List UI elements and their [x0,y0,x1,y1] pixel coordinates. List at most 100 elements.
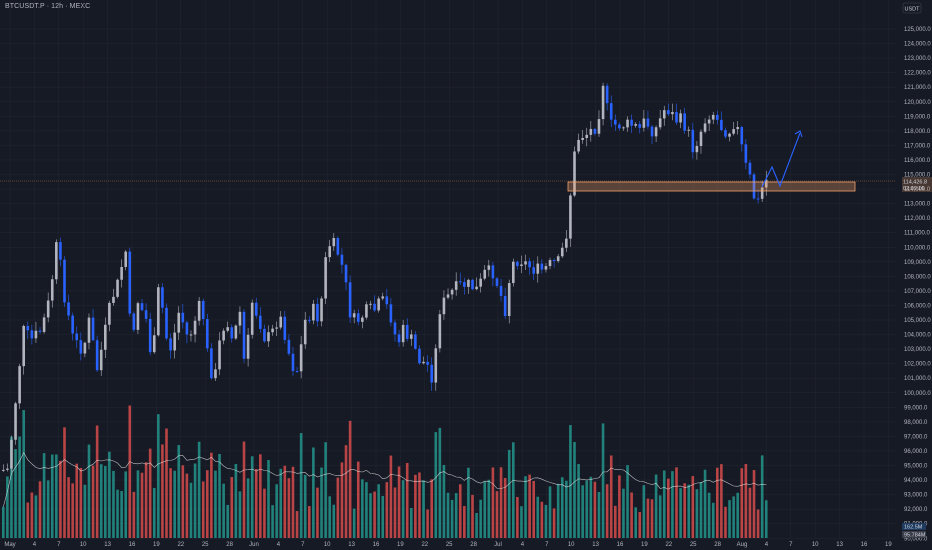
candle-body [279,316,283,328]
candle-body [124,251,127,267]
volume-bar [377,484,380,538]
ma-badge: 95.784M [902,531,926,539]
volume-bar [340,462,344,538]
x-tick-label: Jul [494,542,502,548]
volume-bar [30,492,34,538]
candle-body [46,300,50,318]
candle-body [487,265,491,270]
volume-bar [716,467,719,538]
candle-body [528,261,531,268]
volume-bar [381,495,385,538]
y-tick-label: 112,000.0 [904,216,931,222]
candle-body [55,242,58,280]
candle-body [442,297,446,315]
candle-body [524,261,527,265]
volume-bar [512,442,515,538]
volume-bar [385,482,389,538]
volume-bar [434,432,438,538]
candle-body [112,296,115,303]
y-tick-label: 124,000.0 [904,42,931,48]
candle-body [499,285,503,296]
volume-bar [450,499,454,538]
candle-body [324,257,327,299]
volume-bar [218,453,221,538]
volume-bar [116,489,119,538]
candle-body [744,144,748,163]
candle-body [316,303,319,322]
volume-bar [401,480,405,538]
volume-bar [499,467,503,538]
candle-body [6,468,9,470]
volume-bar [703,469,707,538]
volume-bar [556,483,560,538]
volume-bar [662,470,666,538]
volume-bar [267,460,270,538]
candle-body [614,119,617,125]
volume-bar [312,447,315,538]
y-tick-label: 103,000.0 [904,347,931,353]
volume-bar [152,487,156,538]
ma-label: 95.784M [904,533,926,539]
x-tick-label: 25 [690,542,697,548]
volume-bar [6,476,9,538]
candle-body [463,282,466,287]
volume-bar [626,465,629,538]
volume-bar [593,481,597,538]
currency-badge[interactable]: USDT [902,2,922,14]
candle-body [87,317,91,343]
x-tick-label: 19 [885,542,892,548]
x-tick-label: 25 [202,542,209,548]
candle-body [454,281,458,290]
y-tick-label: 121,000.0 [904,85,931,91]
volume-bar [475,512,478,538]
candle-body [516,261,519,266]
time-axis[interactable]: May 4 7 10 13 16 19 22 25 28 Jun 4 7 10 13 16 19 22 25 28 Ju… [4,542,892,548]
x-tick-label: Jun [249,542,259,548]
volume-bar [548,486,552,538]
volume-bar [618,475,621,538]
volume-bar [601,423,605,538]
volume-bar [491,467,495,538]
volume-bar [197,441,201,538]
candle-body [2,469,5,471]
price-axis[interactable]: 125,000.0 124,000.0 123,000.0 122,000.0 121,… [896,0,932,550]
volume-bar [295,511,299,538]
volume-bar [50,454,54,538]
candle-body [161,287,164,308]
candle-body [573,151,576,196]
volume-bar [336,477,340,538]
candle-body [95,340,99,371]
candle-body [226,327,229,331]
volume-bar [614,505,617,538]
candle-body [671,112,674,115]
volume-moving-average [3,451,767,507]
x-tick-label: 4 [33,542,37,548]
candle-body [91,317,95,341]
volume-bar [642,485,646,538]
support-zone[interactable] [567,181,856,192]
volume-bar [214,470,217,538]
volume-bar [756,509,760,538]
candle-body [536,263,540,274]
candle-body [756,198,760,200]
candle-body [22,325,25,367]
candle-body [365,304,368,318]
volume-bar [483,481,487,538]
y-tick-label: 111,000.0 [904,231,930,237]
candle-body [356,313,360,322]
volume-bar [169,468,172,538]
x-tick-label: 7 [57,542,61,548]
candle-body [144,310,148,319]
currency-label: USDT [905,7,921,13]
candle-body [622,127,625,129]
x-tick-label: Aug [737,542,748,548]
candle-body [340,254,344,265]
volume-bar [418,472,421,538]
candle-body [724,130,727,137]
volume-bar [414,474,417,538]
candle-body [695,145,699,153]
volume-bar [760,455,764,538]
volume-bar [104,466,107,538]
x-tick-label: 28 [714,542,721,548]
